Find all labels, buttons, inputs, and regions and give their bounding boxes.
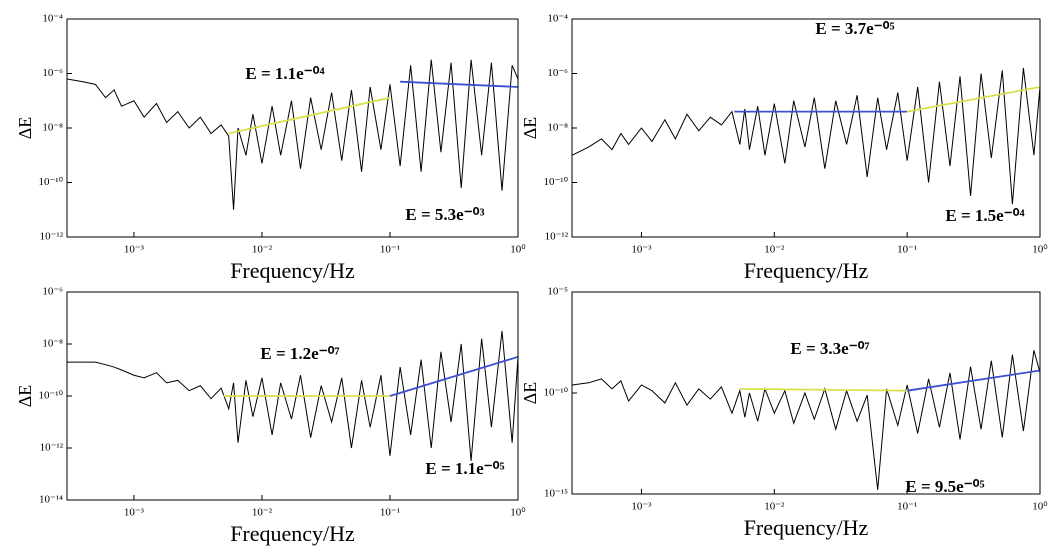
x-tick-label: 10⁻³ xyxy=(631,501,652,513)
plot-area xyxy=(572,350,1040,490)
y-tick-label: 10⁻¹⁰ xyxy=(543,387,568,399)
y-tick-label: 10⁻⁵ xyxy=(547,286,568,298)
x-tick-label: 10⁻¹ xyxy=(380,507,400,519)
plot-area xyxy=(67,330,518,461)
y-tick-label: 10⁻¹⁰ xyxy=(38,390,63,402)
x-tick-label: 10⁻³ xyxy=(631,244,652,256)
annotation: E = 3.3e⁻⁰⁷ xyxy=(790,339,869,358)
annotation: E = 5.3e⁻⁰³ xyxy=(405,205,484,224)
data-line xyxy=(907,369,1040,392)
y-tick-label: 10⁻⁸ xyxy=(547,122,568,134)
x-axis-label: Frequency/Hz xyxy=(230,258,355,283)
x-tick-label: 10⁻² xyxy=(252,244,273,256)
y-tick-label: 10⁻⁴ xyxy=(547,13,568,25)
plot-area xyxy=(67,59,518,210)
x-tick-label: 10⁰ xyxy=(1032,501,1048,513)
x-tick-label: 10⁻³ xyxy=(124,244,145,256)
y-tick-label: 10⁻¹² xyxy=(545,231,569,243)
data-line xyxy=(67,59,518,210)
annotation: E = 1.5e⁻⁰⁴ xyxy=(945,206,1024,225)
x-tick-label: 10⁻³ xyxy=(124,507,145,519)
y-tick-label: 10⁻⁸ xyxy=(42,338,63,350)
data-line xyxy=(228,96,391,135)
data-line xyxy=(572,67,1040,205)
data-line xyxy=(739,387,908,392)
x-axis-label: Frequency/Hz xyxy=(230,521,355,546)
axes-frame xyxy=(571,18,1041,238)
y-tick-label: 10⁻¹² xyxy=(40,442,64,454)
y-axis-label: ΔE xyxy=(520,382,540,405)
y-tick-label: 10⁻⁶ xyxy=(42,67,63,79)
y-tick-label: 10⁻⁶ xyxy=(547,67,568,79)
x-tick-label: 10⁻² xyxy=(764,501,785,513)
y-axis-label: ΔE xyxy=(15,385,35,408)
data-line xyxy=(572,350,1040,490)
y-tick-label: 10⁻⁴ xyxy=(42,13,63,25)
panel: 10⁻³ 10⁻² 10⁻¹ 10⁰ 10⁻¹⁵ 10⁻¹⁰ 10⁻⁵ Frequency/H… xyxy=(520,286,1048,541)
axes-frame xyxy=(571,291,1041,495)
panel: 10⁻³ 10⁻² 10⁻¹ 10⁰ 10⁻¹² 10⁻¹⁰ 10⁻⁸ 10⁻⁶ 10⁻⁴ Fre… xyxy=(15,13,526,284)
y-axis-label: ΔE xyxy=(520,117,540,140)
y-tick-label: 10⁻¹⁰ xyxy=(38,176,63,188)
x-axis-label: Frequency/Hz xyxy=(744,515,869,540)
annotation: E = 9.5e⁻⁰⁵ xyxy=(905,477,984,496)
x-axis-label: Frequency/Hz xyxy=(744,258,869,283)
annotation: E = 1.1e⁻⁰⁴ xyxy=(245,64,324,83)
x-tick-label: 10⁻² xyxy=(764,244,785,256)
x-tick-label: 10⁻¹ xyxy=(897,501,917,513)
x-tick-label: 10⁰ xyxy=(510,244,526,256)
x-tick-label: 10⁻¹ xyxy=(897,244,917,256)
panel: 10⁻³ 10⁻² 10⁻¹ 10⁰ 10⁻¹² 10⁻¹⁰ 10⁻⁸ 10⁻⁶ 10⁻⁴ Fre… xyxy=(520,13,1048,284)
data-line xyxy=(400,80,518,88)
data-line xyxy=(389,356,518,397)
y-tick-label: 10⁻⁸ xyxy=(42,122,63,134)
x-tick-label: 10⁻¹ xyxy=(380,244,400,256)
y-tick-label: 10⁻¹² xyxy=(40,231,64,243)
x-tick-label: 10⁻² xyxy=(252,507,273,519)
x-tick-label: 10⁰ xyxy=(1032,244,1048,256)
y-tick-label: 10⁻¹⁴ xyxy=(39,494,63,506)
data-line xyxy=(906,86,1040,113)
annotation: E = 1.2e⁻⁰⁷ xyxy=(260,344,339,363)
panel: 10⁻³ 10⁻² 10⁻¹ 10⁰ 10⁻¹⁴ 10⁻¹² 10⁻¹⁰ 10⁻⁸ 10⁻⁶ Fr… xyxy=(15,286,526,547)
y-axis-label: ΔE xyxy=(15,117,35,140)
y-tick-label: 10⁻¹⁰ xyxy=(543,176,568,188)
y-tick-label: 10⁻¹⁵ xyxy=(544,488,568,500)
annotation: E = 1.1e⁻⁰⁵ xyxy=(425,459,504,478)
annotation: E = 3.7e⁻⁰⁵ xyxy=(815,19,894,38)
x-tick-label: 10⁰ xyxy=(510,507,526,519)
data-line xyxy=(67,330,518,461)
y-tick-label: 10⁻⁶ xyxy=(42,286,63,298)
plot-area xyxy=(572,67,1040,205)
